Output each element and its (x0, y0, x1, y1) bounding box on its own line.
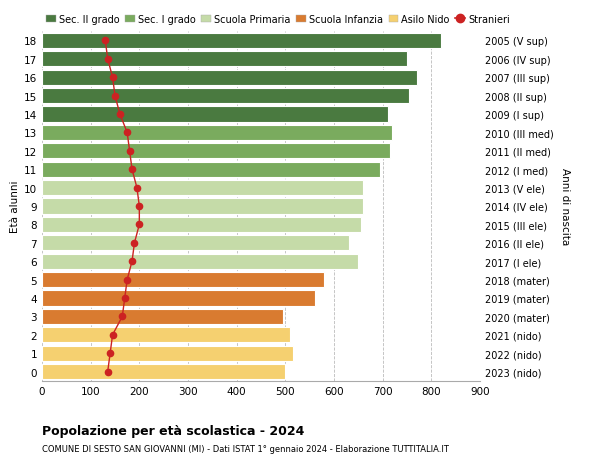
Bar (42, 181, 363, 196)
Text: Popolazione per età scolastica - 2024: Popolazione per età scolastica - 2024 (42, 425, 304, 437)
Bar (42, 199, 363, 214)
Bar (42, 236, 349, 251)
Bar (42, 162, 380, 177)
Y-axis label: Anni di nascita: Anni di nascita (560, 168, 570, 245)
Bar (42, 71, 417, 85)
Legend: Sec. II grado, Sec. I grado, Scuola Primaria, Scuola Infanzia, Asilo Nido, Stran: Sec. II grado, Sec. I grado, Scuola Prim… (42, 11, 514, 28)
Bar (42, 291, 314, 306)
Bar (42, 52, 407, 67)
Bar (42, 254, 358, 269)
Text: COMUNE DI SESTO SAN GIOVANNI (MI) - Dati ISTAT 1° gennaio 2024 - Elaborazione TU: COMUNE DI SESTO SAN GIOVANNI (MI) - Dati… (42, 444, 449, 453)
Bar (42, 309, 283, 324)
Bar (42, 364, 286, 379)
Bar (42, 144, 390, 159)
Bar (42, 89, 409, 104)
Bar (42, 273, 324, 287)
Bar (42, 34, 441, 49)
Bar (42, 328, 290, 342)
Y-axis label: Età alunni: Età alunni (10, 180, 20, 233)
Bar (42, 107, 388, 122)
Bar (42, 126, 392, 140)
Bar (42, 218, 361, 232)
Bar (42, 346, 293, 361)
